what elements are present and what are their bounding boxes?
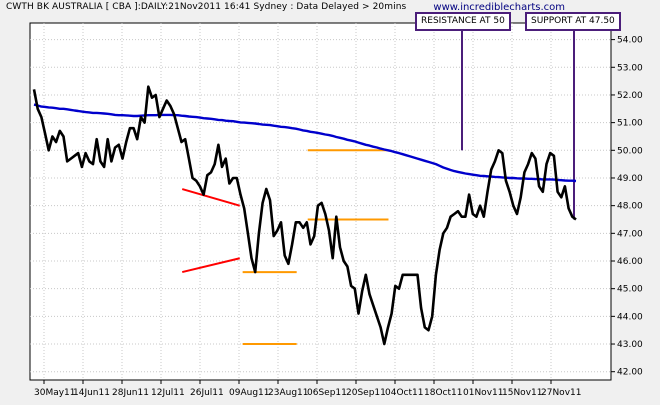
- y-tick-label: 53.00: [617, 63, 643, 73]
- y-tick-label: 52.00: [617, 91, 643, 101]
- x-tick-label: 09Aug11: [229, 388, 269, 398]
- y-tick-label: 43.00: [617, 340, 643, 350]
- overlay-lines: [181, 28, 575, 346]
- y-tick-label: 44.00: [617, 312, 643, 322]
- x-tick-label: 23Aug11: [268, 388, 308, 398]
- resistance-annotation: RESISTANCE AT 50: [415, 12, 511, 31]
- x-tick-label: 18Oct11: [424, 388, 462, 398]
- x-tick-label: 06Sep11: [307, 388, 347, 398]
- x-tick-label: 04Oct11: [385, 388, 423, 398]
- support-annotation: SUPPORT AT 47.50: [525, 12, 621, 31]
- y-tick-label: 54.00: [617, 36, 643, 46]
- x-tick-label: 26Jul11: [190, 388, 224, 398]
- x-tick-label: 28Jun11: [112, 388, 149, 398]
- plot-area: [29, 22, 612, 381]
- y-tick-label: 48.00: [617, 202, 643, 212]
- y-tick-label: 49.00: [617, 174, 643, 184]
- x-tick-label: 30May11: [34, 388, 76, 398]
- y-tick-label: 42.00: [617, 368, 643, 378]
- triangle-upper-line: [181, 188, 241, 207]
- y-axis: 42.00 43.00 44.00 45.00 46.00 47.00 48.00 49.00…: [611, 36, 643, 378]
- y-tick-label: 51.00: [617, 119, 643, 129]
- y-tick-label: 47.00: [617, 229, 643, 239]
- y-tick-label: 45.00: [617, 285, 643, 295]
- y-tick-label: 50.00: [617, 146, 643, 156]
- series-lines: [32, 85, 577, 346]
- x-tick-label: 15Nov11: [502, 388, 542, 398]
- triangle-lower-line: [181, 257, 240, 274]
- x-tick-label: 12Jul11: [151, 388, 185, 398]
- chart-header: CWTH BK AUSTRALIA [ CBA ]:DAILY:21Nov201…: [6, 2, 407, 12]
- x-tick-label: 14Jun11: [73, 388, 110, 398]
- price-line: [32, 85, 577, 346]
- x-tick-label: 20Sep11: [346, 388, 386, 398]
- watermark: www.incrediblecharts.com: [433, 2, 565, 13]
- y-tick-label: 46.00: [617, 257, 643, 267]
- x-tick-label: 27Nov11: [541, 388, 581, 398]
- gridlines: [30, 23, 611, 380]
- moving-average-line: [33, 103, 577, 183]
- x-tick-label: 01Nov11: [463, 388, 503, 398]
